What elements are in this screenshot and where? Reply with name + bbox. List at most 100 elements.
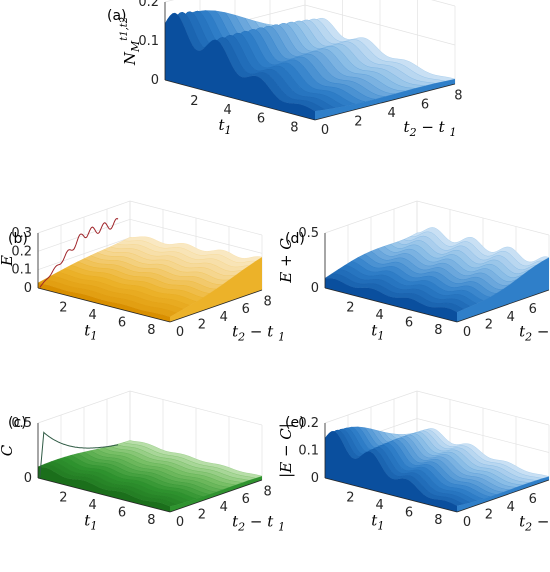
panel-e-xtick: 4 (376, 498, 384, 513)
panel-c-xlabel: t1 (84, 512, 97, 533)
panel-e-xtick: 8 (434, 513, 442, 528)
panel-b-xtick: 4 (89, 308, 97, 323)
panel-e-ytick: 6 (529, 492, 537, 507)
panel-a-ytick: 0 (321, 123, 329, 138)
panel-e-skirt (325, 431, 457, 512)
panel-c-axes (37, 423, 263, 513)
panel-d-ylabel: t2 − t 1 (519, 322, 550, 343)
panel-c-xtick: 4 (89, 498, 97, 513)
panel-e-xlabel: t1 (371, 512, 384, 533)
panel-c-trace (39, 431, 119, 478)
panel-c-ztick: 0.5 (11, 416, 32, 431)
panel-a-surface (164, 10, 456, 120)
panel-c-skirt (38, 466, 170, 512)
panel-e-ztick: 0 (311, 471, 319, 486)
panel-e-side (457, 476, 549, 512)
panel-b-label: (b) (8, 231, 28, 247)
panel-d-xtick: 4 (376, 308, 384, 323)
panel-b-skirt (38, 282, 170, 322)
panel-b-xtick: 8 (147, 323, 155, 338)
panel-d-xtick: 2 (346, 301, 354, 316)
panel-b-zlabel: E (0, 255, 16, 267)
panel-b-ztick: 0 (24, 281, 32, 296)
panel-a-ztick: 0.1 (138, 34, 159, 49)
panel-b-surface (37, 236, 263, 322)
panel-e-label: (e) (285, 415, 305, 431)
panel-e-axes (324, 423, 550, 513)
panel-c-ztick: 0 (24, 471, 32, 486)
panel-c-surface (37, 440, 263, 512)
panel-b-ytick: 2 (198, 317, 206, 332)
panel-d-axes (324, 233, 550, 323)
panel-a-xtick: 8 (290, 121, 298, 136)
panel-d-ytick: 6 (529, 302, 537, 317)
panel-a: 0 0.1 0.2 2 4 6 8 0 2 4 6 8 t1 t2 − t 1 NMt1,t2(a) (107, 0, 462, 139)
panel-b-xtick: 6 (118, 316, 126, 331)
panel-c-ytick: 2 (198, 507, 206, 522)
panel-e-ytick: 4 (507, 500, 515, 515)
panel-b-ztick: 0.1 (11, 263, 32, 278)
panel-c-xtick: 2 (59, 491, 67, 506)
panel-a-skirt (165, 13, 315, 120)
panel-e-ytick: 2 (485, 507, 493, 522)
panel-a-ztick: 0.2 (138, 0, 159, 10)
panel-c-xtick: 8 (147, 513, 155, 528)
panel-c-xtick: 6 (118, 506, 126, 521)
panel-a-ytick: 6 (421, 97, 429, 112)
panel-d-ytick: 4 (507, 310, 515, 325)
panel-b-side (170, 257, 262, 322)
panel-e-ztick: 0.2 (298, 416, 319, 431)
panel-e-xtick: 2 (346, 491, 354, 506)
panel-d-label: (d) (285, 231, 305, 247)
panel-b-xlabel: t1 (84, 322, 97, 343)
panel-a-xtick: 4 (224, 103, 232, 118)
panel-a-xlabel: t1 (218, 116, 231, 137)
panel-c-ytick: 8 (263, 485, 271, 500)
panel-b-ytick: 0 (176, 325, 184, 340)
panel-d-skirt (325, 278, 457, 322)
panel-a-ytick: 4 (388, 106, 396, 121)
panel-d-xtick: 8 (434, 323, 442, 338)
panel-c-label: (c) (8, 415, 27, 431)
panel-a-ytick: 8 (454, 89, 462, 104)
panel-b-ytick: 8 (263, 295, 271, 310)
panel-d-ztick: 0 (311, 281, 319, 296)
panel-b-xtick: 2 (59, 301, 67, 316)
panel-b-ytick: 4 (220, 310, 228, 325)
panel-e-ytick: 0 (463, 515, 471, 530)
panel-e-ztick: 0.1 (298, 444, 319, 459)
panel-d-ytick: 2 (485, 317, 493, 332)
panel-b-ztick: 0.3 (11, 226, 32, 241)
panel-b-ztick: 0.2 (11, 244, 32, 259)
panel-a-label: (a) (107, 8, 127, 24)
panel-a-zlabel: NMt1,t2 (119, 17, 142, 66)
panel-c-ytick: 0 (176, 515, 184, 530)
panel-e-surface (324, 426, 550, 512)
panel-c-ytick: 4 (220, 500, 228, 515)
panel-a-xtick: 6 (257, 112, 265, 127)
panel-d-side (457, 257, 549, 322)
panel-b-ytick: 6 (242, 302, 250, 317)
panel-d-ztick: 0.5 (298, 226, 319, 241)
panel-d-xtick: 6 (405, 316, 413, 331)
panel-b-ylabel: t2 − t 1 (232, 322, 285, 343)
panel-a-ytick: 2 (354, 114, 362, 129)
panel-a-ylabel: t2 − t 1 (404, 118, 457, 139)
panel-a-ztick: 0 (151, 73, 159, 88)
panel-c-zlabel: C (0, 444, 16, 456)
panel-c-side (170, 476, 262, 512)
panel-a-axes (164, 2, 456, 121)
panel-b-trace (39, 217, 119, 288)
panel-d-zlabel: E + C (277, 238, 295, 284)
panel-a-xtick: 2 (190, 94, 198, 109)
panel-c-ytick: 6 (242, 492, 250, 507)
panel-d-ytick: 0 (463, 325, 471, 340)
panel-d-xlabel: t1 (371, 322, 384, 343)
panel-e-ylabel: t2 − t 1 (519, 512, 550, 533)
panel-b-axes (37, 233, 263, 323)
